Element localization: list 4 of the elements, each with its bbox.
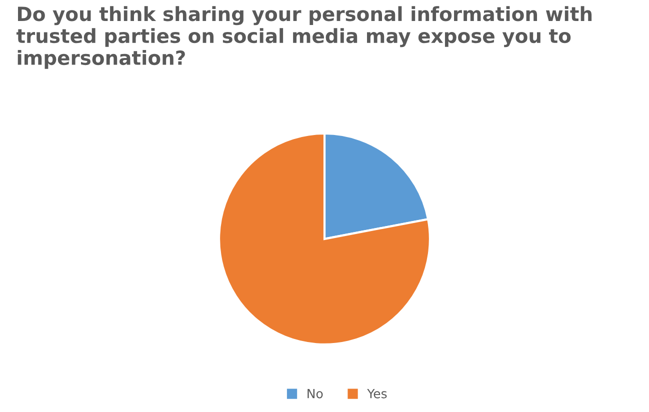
legend-label: No: [308, 389, 323, 398]
pie-slice: [218, 132, 432, 346]
chart-title: Do you think sharing your personal information with trusted parties on social media may expose you to impersonation?: [16, 6, 592, 69]
legend-label: Yes: [367, 389, 387, 398]
